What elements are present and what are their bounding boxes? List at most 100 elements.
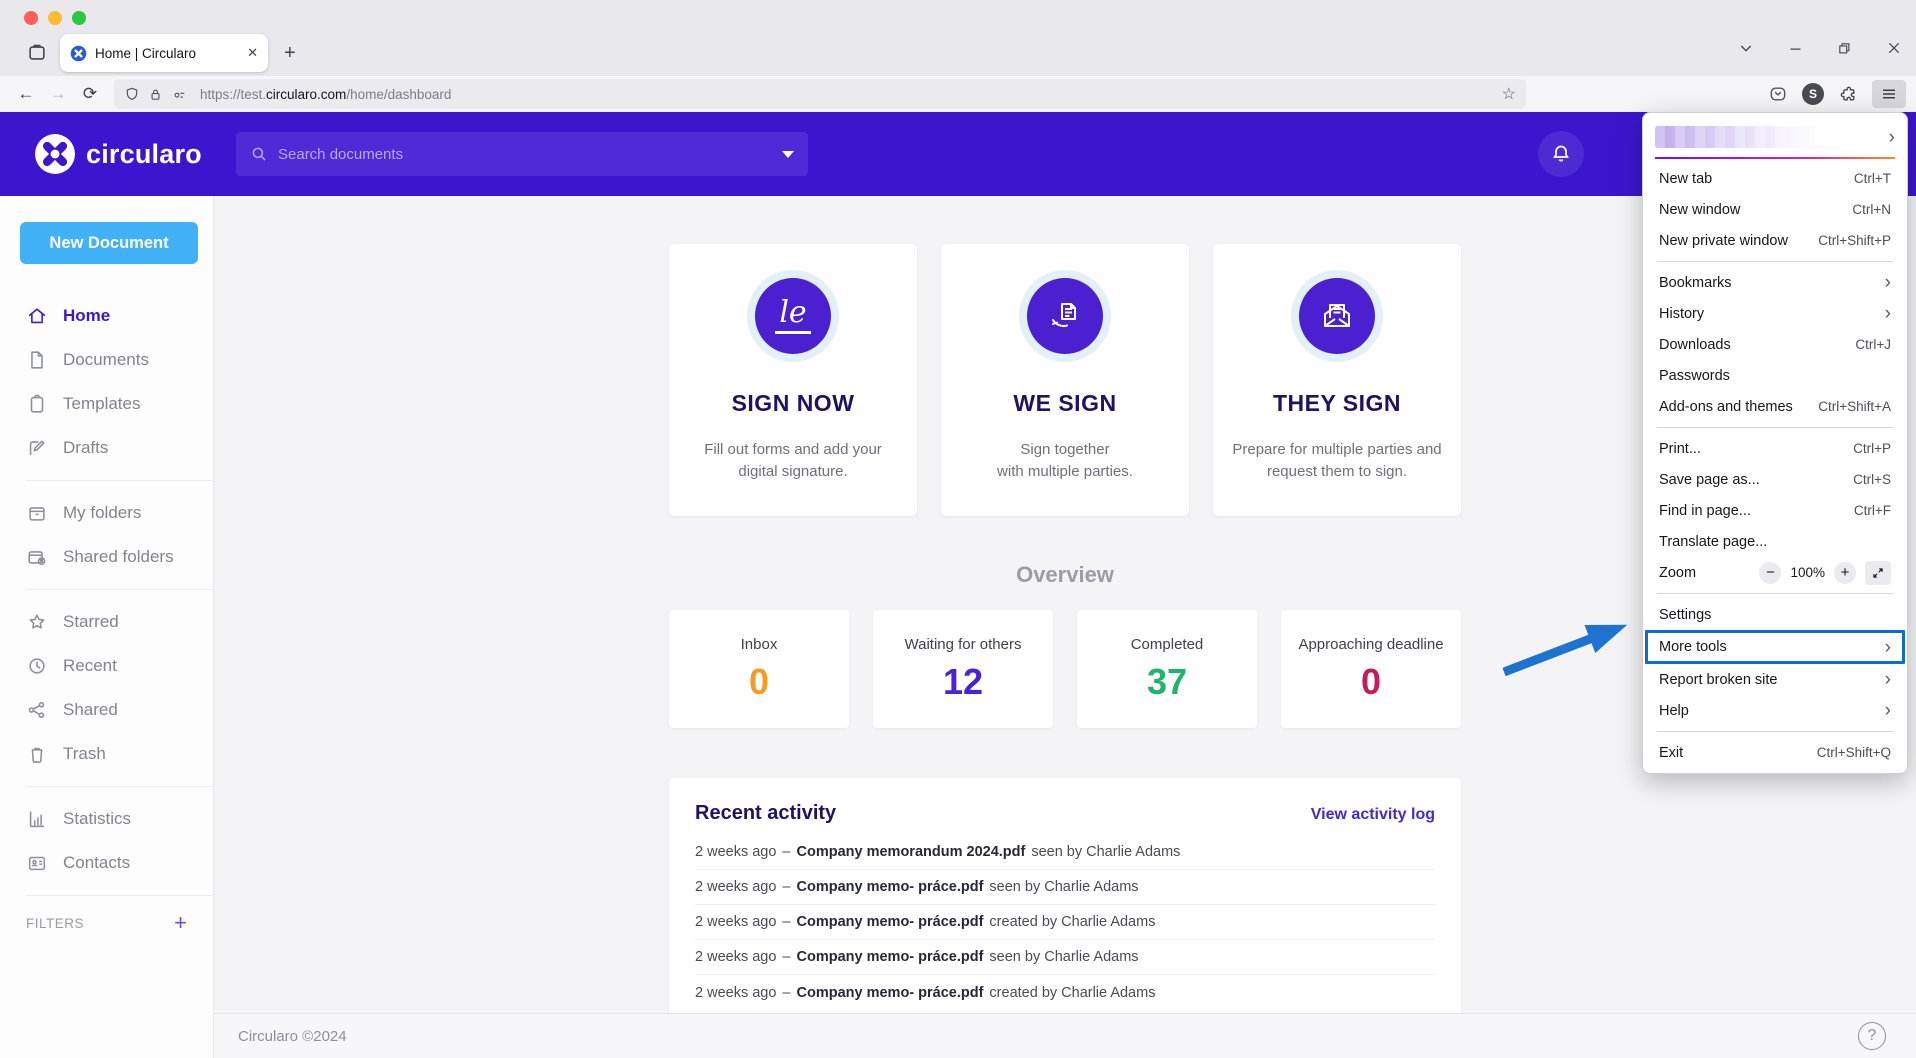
- sidebar-item-recent[interactable]: Recent: [0, 644, 213, 688]
- tracking-shield-icon[interactable]: [124, 86, 140, 102]
- menu-item-history[interactable]: History ›: [1659, 303, 1891, 324]
- sign-now-card[interactable]: le SIGN NOW Fill out forms and add your …: [669, 244, 917, 516]
- menu-item-new-private-window[interactable]: New private window Ctrl+Shift+P: [1659, 232, 1891, 249]
- menu-item-report-broken-site[interactable]: Report broken site ›: [1659, 669, 1891, 690]
- stat-card-completed[interactable]: Completed 37: [1077, 610, 1257, 728]
- window-close-icon[interactable]: [1886, 40, 1902, 56]
- we-sign-card[interactable]: WE SIGN Sign together with multiple part…: [941, 244, 1189, 516]
- zoom-in-button[interactable]: +: [1834, 561, 1856, 584]
- search-icon: [252, 147, 266, 161]
- sidebar-item-my-folders[interactable]: My folders: [0, 491, 213, 535]
- home-icon: [26, 305, 48, 327]
- permissions-icon[interactable]: [171, 87, 188, 102]
- forward-icon[interactable]: →: [49, 84, 67, 103]
- menu-item-settings[interactable]: Settings: [1659, 606, 1712, 623]
- url-bar[interactable]: https://test.circularo.com/home/dashboar…: [114, 79, 1526, 109]
- sidebar-item-drafts[interactable]: Drafts: [0, 426, 213, 470]
- they-sign-card[interactable]: THEY SIGN Prepare for multiple parties a…: [1213, 244, 1461, 516]
- browser-tab[interactable]: Home | Circularo ✕: [60, 34, 268, 72]
- sidebar-item-home[interactable]: Home: [0, 294, 213, 338]
- menu-item-new-tab[interactable]: New tab Ctrl+T: [1659, 170, 1891, 187]
- trash-icon: [26, 743, 48, 765]
- bar-chart-icon: [26, 808, 48, 830]
- sidebar-item-statistics[interactable]: Statistics: [0, 797, 213, 841]
- sidebar-item-documents[interactable]: Documents: [0, 338, 213, 382]
- search-dropdown-caret-icon[interactable]: [782, 150, 794, 158]
- extensions-puzzle-icon[interactable]: [1838, 84, 1858, 104]
- fullscreen-icon[interactable]: [1865, 560, 1891, 585]
- navigation-toolbar: ← → ⟳ https://test.circularo.com/home/da…: [0, 76, 1916, 112]
- help-button[interactable]: ?: [1858, 1022, 1886, 1050]
- main-content: le SIGN NOW Fill out forms and add your …: [214, 196, 1916, 1013]
- sidebar-item-contacts[interactable]: Contacts: [0, 841, 213, 885]
- extension-s-icon[interactable]: S: [1802, 83, 1824, 105]
- activity-row[interactable]: 2 weeks ago – Company memo- práce.pdf see…: [695, 870, 1435, 905]
- clipboard-icon: [26, 393, 48, 415]
- notifications-button[interactable]: [1538, 131, 1584, 177]
- menu-item-exit[interactable]: Exit Ctrl+Shift+Q: [1659, 744, 1891, 761]
- tab-strip: Home | Circularo ✕ +: [0, 0, 1916, 76]
- menu-item-bookmarks[interactable]: Bookmarks ›: [1659, 272, 1891, 293]
- stat-card-waiting[interactable]: Waiting for others 12: [873, 610, 1053, 728]
- firefox-view-icon[interactable]: [26, 42, 48, 64]
- bookmark-star-icon[interactable]: ☆: [1501, 86, 1516, 103]
- they-sign-title: THEY SIGN: [1272, 390, 1402, 416]
- waiting-count: 12: [942, 660, 984, 702]
- reload-icon[interactable]: ⟳: [82, 84, 98, 103]
- menu-hamburger-button[interactable]: [1872, 80, 1906, 108]
- shared-folder-icon: [26, 546, 48, 568]
- view-activity-log-link[interactable]: View activity log: [1310, 806, 1435, 823]
- circularo-logo[interactable]: circularo: [34, 133, 202, 175]
- activity-row[interactable]: 2 weeks ago – Company memo- práce.pdf cre…: [695, 984, 1156, 1001]
- new-tab-button[interactable]: +: [284, 42, 296, 64]
- activity-row[interactable]: 2 weeks ago – Company memorandum 2024.pdf…: [695, 835, 1435, 870]
- inbox-count: 0: [748, 660, 770, 702]
- window-minimize-icon[interactable]: [1788, 41, 1803, 56]
- sync-account-blurred: [1655, 126, 1827, 148]
- activity-row[interactable]: 2 weeks ago – Company memo- práce.pdf see…: [695, 940, 1435, 975]
- new-document-button[interactable]: New Document: [20, 222, 198, 264]
- zoom-out-button[interactable]: −: [1759, 561, 1782, 584]
- menu-item-save-page[interactable]: Save page as... Ctrl+S: [1659, 471, 1891, 488]
- menu-item-more-tools[interactable]: More tools ›: [1645, 630, 1905, 664]
- lock-icon[interactable]: [148, 87, 163, 102]
- signature-icon: le: [755, 278, 831, 354]
- menu-item-downloads[interactable]: Downloads Ctrl+J: [1659, 336, 1891, 353]
- macos-minimize-button[interactable]: [48, 11, 62, 25]
- tab-favicon-circularo: [70, 45, 87, 61]
- stat-card-inbox[interactable]: Inbox 0: [669, 610, 849, 728]
- menu-item-help[interactable]: Help ›: [1659, 700, 1891, 721]
- overview-title: Overview: [1016, 562, 1114, 587]
- pocket-icon[interactable]: [1768, 84, 1788, 104]
- sidebar-item-shared[interactable]: Shared: [0, 688, 213, 732]
- sidebar-item-templates[interactable]: Templates: [0, 382, 213, 426]
- add-filter-button[interactable]: +: [174, 910, 187, 935]
- stat-card-deadline[interactable]: Approaching deadline 0: [1281, 610, 1461, 728]
- menu-item-new-window[interactable]: New window Ctrl+N: [1659, 201, 1891, 218]
- menu-item-print[interactable]: Print... Ctrl+P: [1659, 440, 1891, 457]
- zoom-level[interactable]: 100%: [1790, 565, 1825, 580]
- sidebar-divider: [26, 589, 213, 590]
- hands-document-icon: [1027, 278, 1103, 354]
- menu-item-find-in-page[interactable]: Find in page... Ctrl+F: [1659, 502, 1891, 519]
- filters-label: FILTERS: [26, 915, 85, 931]
- back-icon[interactable]: ←: [17, 84, 35, 103]
- tab-list-chevron-icon[interactable]: [1738, 40, 1754, 56]
- menu-item-translate[interactable]: Translate page...: [1659, 533, 1768, 550]
- sidebar-item-trash[interactable]: Trash: [0, 732, 213, 776]
- window-restore-icon[interactable]: [1837, 41, 1852, 56]
- chevron-right-icon: ›: [1884, 700, 1891, 721]
- menu-item-addons[interactable]: Add-ons and themes Ctrl+Shift+A: [1659, 398, 1891, 415]
- sidebar-item-shared-folders[interactable]: Shared folders: [0, 535, 213, 579]
- macos-zoom-button[interactable]: [72, 11, 86, 25]
- tab-close-icon[interactable]: ✕: [247, 45, 258, 60]
- macos-close-button[interactable]: [24, 11, 38, 25]
- completed-count: 37: [1146, 660, 1188, 702]
- search-documents-input[interactable]: Search documents: [236, 132, 808, 176]
- envelope-letter-icon: [1299, 278, 1375, 354]
- sidebar-item-starred[interactable]: Starred: [0, 600, 213, 644]
- sidebar-divider: [26, 895, 213, 896]
- menu-item-passwords[interactable]: Passwords: [1659, 367, 1730, 384]
- sync-account-item[interactable]: ›: [1655, 120, 1895, 154]
- activity-row[interactable]: 2 weeks ago – Company memo- práce.pdf cre…: [695, 905, 1435, 940]
